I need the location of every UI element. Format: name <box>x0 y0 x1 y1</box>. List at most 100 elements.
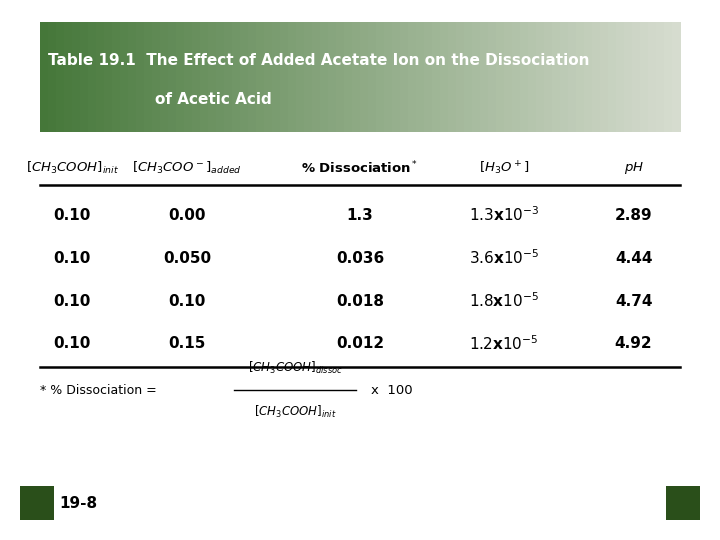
Text: 2.89: 2.89 <box>615 207 652 222</box>
Bar <box>664 22 673 132</box>
Text: 0.10: 0.10 <box>53 294 91 308</box>
Bar <box>64 22 73 132</box>
Bar <box>456 22 465 132</box>
Bar <box>224 22 233 132</box>
Bar <box>392 22 401 132</box>
Bar <box>160 22 169 132</box>
Text: of Acetic Acid: of Acetic Acid <box>155 91 271 106</box>
Bar <box>272 22 281 132</box>
Text: $1.8\mathregular{x}10^{-5}$: $1.8\mathregular{x}10^{-5}$ <box>469 292 539 310</box>
Text: $1.3\mathregular{x}10^{-3}$: $1.3\mathregular{x}10^{-3}$ <box>469 206 539 224</box>
Bar <box>80 22 89 132</box>
Text: * % Dissociation =: * % Dissociation = <box>40 383 161 396</box>
Bar <box>408 22 417 132</box>
Bar <box>328 22 337 132</box>
Bar <box>120 22 129 132</box>
Bar <box>312 22 321 132</box>
Text: 0.050: 0.050 <box>163 251 211 266</box>
Bar <box>200 22 209 132</box>
Bar <box>216 22 225 132</box>
Bar <box>656 22 665 132</box>
Bar <box>464 22 473 132</box>
Bar <box>152 22 161 132</box>
Bar <box>600 22 609 132</box>
Text: Table 19.1  The Effect of Added Acetate Ion on the Dissociation: Table 19.1 The Effect of Added Acetate I… <box>48 53 590 68</box>
Bar <box>112 22 121 132</box>
Text: 0.10: 0.10 <box>53 336 91 352</box>
Bar <box>40 22 49 132</box>
Text: $[H_3O^+]$: $[H_3O^+]$ <box>479 159 529 177</box>
Text: 0.15: 0.15 <box>168 336 206 352</box>
Bar <box>344 22 353 132</box>
Text: $[CH_3COOH]_{init}$: $[CH_3COOH]_{init}$ <box>25 160 119 176</box>
Bar <box>512 22 521 132</box>
Bar <box>608 22 617 132</box>
Bar <box>640 22 649 132</box>
Bar <box>184 22 193 132</box>
Bar <box>368 22 377 132</box>
Text: $[CH_3COOH]_{init}$: $[CH_3COOH]_{init}$ <box>253 403 336 420</box>
Bar <box>432 22 441 132</box>
Bar <box>472 22 481 132</box>
Bar <box>320 22 329 132</box>
Bar <box>672 22 681 132</box>
Text: 4.92: 4.92 <box>615 336 652 352</box>
Bar <box>632 22 641 132</box>
Text: 19-8: 19-8 <box>59 496 97 510</box>
Bar <box>176 22 185 132</box>
Bar <box>400 22 409 132</box>
Bar <box>280 22 289 132</box>
Text: 0.018: 0.018 <box>336 294 384 308</box>
Bar <box>20 486 54 520</box>
Bar <box>304 22 313 132</box>
Bar <box>504 22 513 132</box>
Text: $[CH_3COO^-]_{added}$: $[CH_3COO^-]_{added}$ <box>132 160 242 176</box>
Text: 4.74: 4.74 <box>615 294 652 308</box>
Bar <box>624 22 633 132</box>
Bar <box>616 22 625 132</box>
Bar <box>440 22 449 132</box>
Bar <box>416 22 425 132</box>
Bar <box>520 22 529 132</box>
Bar <box>240 22 249 132</box>
Bar <box>376 22 385 132</box>
Bar <box>424 22 433 132</box>
Bar <box>336 22 345 132</box>
Bar <box>88 22 97 132</box>
Text: $[CH_3COOH]_{dissoc}$: $[CH_3COOH]_{dissoc}$ <box>248 360 343 376</box>
Bar <box>96 22 105 132</box>
Bar <box>168 22 177 132</box>
Text: $pH$: $pH$ <box>624 160 644 176</box>
Bar <box>592 22 601 132</box>
Bar <box>136 22 145 132</box>
Bar <box>288 22 297 132</box>
Bar <box>104 22 113 132</box>
Bar <box>536 22 545 132</box>
Text: 0.036: 0.036 <box>336 251 384 266</box>
Bar <box>296 22 305 132</box>
Bar <box>232 22 241 132</box>
Bar <box>360 22 369 132</box>
Bar <box>208 22 217 132</box>
Text: $1.2\mathregular{x}10^{-5}$: $1.2\mathregular{x}10^{-5}$ <box>469 335 539 353</box>
Bar <box>448 22 457 132</box>
Bar <box>48 22 57 132</box>
Text: 4.44: 4.44 <box>615 251 652 266</box>
Bar <box>584 22 593 132</box>
Bar <box>264 22 273 132</box>
Bar <box>552 22 561 132</box>
Bar <box>544 22 553 132</box>
Text: 0.10: 0.10 <box>168 294 206 308</box>
Text: 0.012: 0.012 <box>336 336 384 352</box>
Bar <box>488 22 497 132</box>
Bar <box>568 22 577 132</box>
Text: 0.10: 0.10 <box>53 251 91 266</box>
Bar <box>528 22 537 132</box>
Bar <box>56 22 65 132</box>
Text: x  100: x 100 <box>371 383 413 396</box>
Text: $3.6\mathregular{x}10^{-5}$: $3.6\mathregular{x}10^{-5}$ <box>469 248 539 267</box>
Bar <box>352 22 361 132</box>
Bar <box>256 22 265 132</box>
Bar <box>384 22 393 132</box>
Text: 1.3: 1.3 <box>346 207 374 222</box>
